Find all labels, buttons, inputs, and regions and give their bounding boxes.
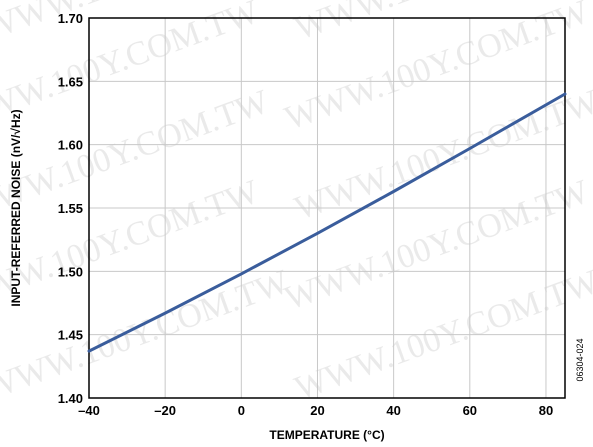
x-tick-label: 20 bbox=[310, 403, 324, 418]
x-tick-label: 40 bbox=[386, 403, 400, 418]
y-tick-label: 1.65 bbox=[58, 74, 83, 89]
x-axis-ticks: –40 –20 0 20 40 60 80 bbox=[78, 403, 553, 418]
plot-frame bbox=[88, 17, 566, 399]
x-tick-label: 60 bbox=[463, 403, 477, 418]
y-axis-ticks: 1.40 1.45 1.50 1.55 1.60 1.65 1.70 bbox=[58, 11, 83, 406]
y-tick-label: 1.60 bbox=[58, 138, 83, 153]
y-tick-label: 1.40 bbox=[58, 391, 83, 406]
series-layer bbox=[87, 92, 567, 353]
y-tick-label: 1.50 bbox=[58, 264, 83, 279]
y-tick-label: 1.55 bbox=[58, 201, 83, 216]
x-tick-label: 0 bbox=[238, 403, 245, 418]
y-tick-label: 1.45 bbox=[58, 328, 83, 343]
figure-id: 06304-024 bbox=[575, 338, 585, 381]
series-line-noise bbox=[87, 92, 567, 353]
x-tick-label: 80 bbox=[539, 403, 553, 418]
x-tick-label: –40 bbox=[78, 403, 100, 418]
x-axis-title: TEMPERATURE (°C) bbox=[269, 428, 384, 442]
y-tick-label: 1.70 bbox=[58, 11, 83, 26]
grid-lines bbox=[89, 18, 565, 398]
x-tick-label: –20 bbox=[154, 403, 176, 418]
y-axis-title: INPUT-REFERRED NOISE (nV/√Hz) bbox=[9, 109, 23, 306]
